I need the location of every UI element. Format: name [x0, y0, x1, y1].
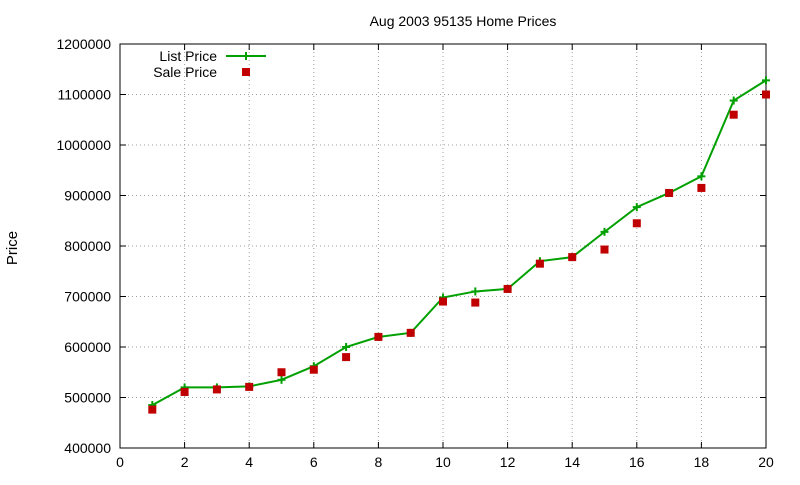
y-tick-labels: 400000 500000 600000 700000 800000 900000 1000… [56, 36, 111, 456]
x-tick-label: 12 [500, 454, 516, 470]
y-axis-label: Price [4, 231, 21, 265]
y-tick-label: 600000 [64, 339, 111, 355]
x-tick-label: 0 [116, 454, 124, 470]
x-tick-label: 14 [564, 454, 580, 470]
list-price-point [632, 203, 641, 212]
list-price-point [277, 375, 286, 384]
list-price-point [697, 172, 706, 181]
sale-price-point [762, 90, 770, 99]
x-tick-label: 2 [181, 454, 189, 470]
x-tick-labels: 0 2 4 6 8 10 12 14 16 18 20 [116, 454, 774, 470]
grid [120, 44, 766, 448]
sale-price-point [535, 259, 544, 268]
legend-swatch-sale-price [242, 68, 250, 76]
sale-price-point [632, 219, 641, 228]
list-price-point [342, 343, 351, 351]
sale-price-point [665, 188, 674, 197]
sale-price-point [729, 110, 738, 119]
sale-price-point [342, 353, 351, 362]
x-tick-label: 6 [310, 454, 318, 470]
sale-price-point [471, 298, 480, 307]
x-tick-label: 16 [629, 454, 645, 470]
sale-price-point [245, 382, 254, 391]
list-price-line [151, 79, 767, 406]
legend-square-sale-price [242, 68, 250, 76]
chart-title: Aug 2003 95135 Home Prices [370, 13, 557, 29]
y-tick-label: 1000000 [56, 137, 111, 153]
series [148, 76, 770, 414]
y-tick-label: 400000 [64, 440, 111, 456]
x-tick-label: 10 [435, 454, 451, 470]
sale-price-point [309, 365, 318, 374]
legend-swatch-list-price [226, 52, 266, 60]
x-tick-label: 8 [375, 454, 383, 470]
sale-price-point [600, 245, 609, 254]
series-sale-price [148, 90, 770, 414]
sale-price-point [180, 387, 189, 396]
sale-price-point [406, 328, 415, 337]
y-tick-label: 1100000 [58, 87, 112, 103]
series-list-price [148, 76, 770, 410]
x-tick-label: 4 [245, 454, 253, 470]
list-price-point [729, 96, 738, 105]
y-tick-label: 800000 [64, 238, 111, 254]
sale-price-point [374, 332, 383, 341]
sale-price-point [568, 253, 577, 262]
list-price-point [600, 227, 609, 236]
y-tick-label: 1200000 [56, 36, 111, 52]
y-tick-label: 900000 [64, 188, 111, 204]
sale-price-point [439, 297, 447, 306]
y-tick-label: 500000 [64, 390, 111, 406]
legend-label-list-price: List Price [159, 48, 217, 64]
legend: List Price Sale Price [153, 48, 266, 80]
sale-price-point [697, 183, 706, 192]
sale-price-point [148, 405, 157, 414]
x-tick-label: 20 [758, 454, 774, 470]
legend-label-sale-price: Sale Price [153, 64, 217, 80]
tick-marks [119, 43, 767, 449]
sale-price-point [212, 385, 221, 394]
sale-price-point [503, 284, 512, 293]
y-tick-label: 700000 [64, 289, 111, 305]
list-price-point [471, 287, 480, 296]
x-tick-label: 18 [694, 454, 710, 470]
list-price-point [762, 76, 770, 85]
sale-price-point [277, 368, 286, 377]
